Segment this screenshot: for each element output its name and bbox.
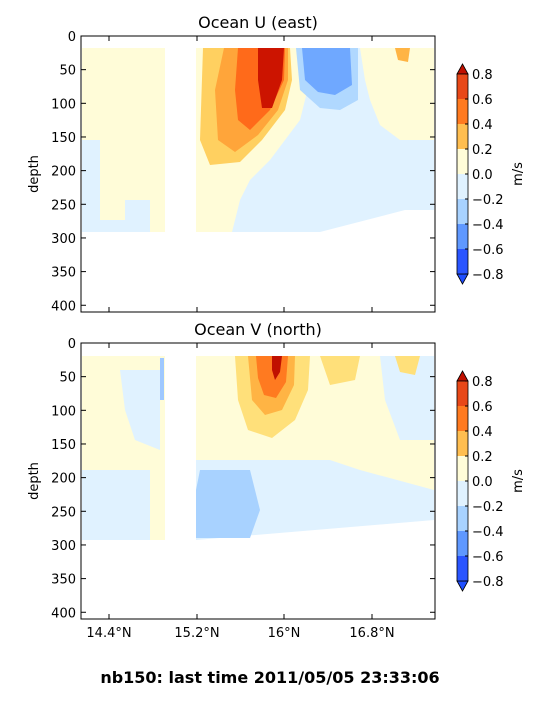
contour-level-pos-0.0-c — [360, 48, 434, 140]
contour-level-pos-0.0 — [82, 48, 165, 232]
y-tick-label: 250 — [51, 198, 76, 213]
y-axis: 0 50 100 150 200 250 300 350 400 — [51, 30, 435, 314]
y-tick-label: 100 — [51, 404, 76, 419]
colorbar-segment — [457, 506, 468, 531]
contour-level-neg-0.2 — [82, 370, 160, 540]
colorbar-segment — [457, 481, 468, 506]
colorbar-segment — [457, 149, 468, 174]
colorbar-tick-label: 0.0 — [472, 475, 493, 490]
y-tick-label: 200 — [51, 472, 76, 487]
colorbar-tick-label: 0.8 — [472, 375, 493, 390]
colorbar-segment — [457, 174, 468, 199]
colorbar-segment — [457, 74, 468, 99]
colorbar-extend-min — [456, 273, 469, 285]
y-tick-label: 100 — [51, 97, 76, 112]
colorbar-extend-max — [456, 370, 469, 382]
y-tick-label: 250 — [51, 505, 76, 520]
colorbar: 0.8 0.6 0.4 0.2 0.0 −0.2 −0.4 −0.6 −0.8 — [456, 370, 504, 592]
colorbar-tick-label: −0.2 — [472, 193, 504, 208]
colorbar-tick-label: −0.6 — [472, 243, 504, 258]
y-tick-label: 50 — [59, 64, 76, 79]
colorbar-tick-label: 0.6 — [472, 400, 493, 415]
y-tick-label: 0 — [68, 337, 76, 352]
plot-frame — [80, 342, 436, 620]
missing-data-gap — [166, 48, 196, 234]
colorbar-segment — [457, 531, 468, 556]
colorbar-tick-label: 0.2 — [472, 450, 493, 465]
colorbar-tick-label: −0.6 — [472, 550, 504, 565]
colorbar-segment — [457, 224, 468, 249]
contour-level-neg-0.2-c — [380, 356, 434, 440]
colorbar-label: m/s — [511, 469, 526, 493]
colorbar-tick-label: 0.4 — [472, 118, 493, 133]
contour-level-pos-0.4-b — [395, 48, 410, 62]
colorbar: 0.8 0.6 0.4 0.2 0.0 −0.2 −0.4 −0.6 −0.8 — [456, 63, 504, 285]
contour-level-pos-0.8 — [272, 356, 282, 380]
y-tick-label: 150 — [51, 438, 76, 453]
contour-field — [82, 356, 434, 542]
colorbar-tick-label: 0.4 — [472, 425, 493, 440]
colorbar-tick-label: −0.8 — [472, 268, 504, 283]
contour-field — [82, 48, 434, 234]
y-tick-label: 200 — [51, 165, 76, 180]
x-tick-label: 16.8°N — [349, 626, 394, 641]
colorbar-segment — [457, 99, 468, 124]
colorbar-label: m/s — [511, 162, 526, 186]
contour-level-neg-0.4 — [196, 470, 260, 538]
y-axis-label: depth — [27, 462, 42, 500]
colorbar-segment — [457, 124, 468, 149]
y-axis-label: depth — [27, 155, 42, 193]
panel-ocean-u: Ocean U (east) 050100150200250300350400 … — [27, 13, 526, 314]
x-tick-label: 14.4°N — [86, 626, 131, 641]
contour-level-pos-0.8 — [258, 48, 284, 108]
y-tick-label: 350 — [51, 266, 76, 281]
y-tick-label: 400 — [51, 299, 76, 314]
colorbar-segment — [457, 199, 468, 224]
plot-frame — [80, 35, 436, 313]
colorbar-segment — [457, 249, 468, 274]
panel-ocean-v: Ocean V (north) 0 50 100 150 200 250 300 350 400… — [27, 320, 526, 641]
missing-data-gap — [166, 356, 196, 542]
y-tick-label: 0 — [68, 30, 76, 45]
colorbar-tick-label: −0.2 — [472, 500, 504, 515]
colorbar-extend-min — [456, 580, 469, 592]
colorbar-tick-label: 0.0 — [472, 168, 493, 183]
panel-title: Ocean V (north) — [194, 320, 322, 339]
x-tick-label: 16°N — [268, 626, 301, 641]
x-tick-label: 15.2°N — [174, 626, 219, 641]
colorbar-segment — [457, 556, 468, 581]
colorbar-segment — [457, 456, 468, 481]
colorbar-tick-label: −0.8 — [472, 575, 504, 590]
colorbar-tick-label: 0.2 — [472, 143, 493, 158]
x-axis: 14.4°N 15.2°N 16°N 16.8°N — [86, 343, 395, 641]
y-tick-label: 150 — [51, 131, 76, 146]
figure-suptitle: nb150: last time 2011/05/05 23:33:06 — [100, 668, 439, 687]
colorbar-tick-label: 0.6 — [472, 93, 493, 108]
y-tick-label: 350 — [51, 573, 76, 588]
colorbar-segment — [457, 431, 468, 456]
panel-title: Ocean U (east) — [198, 13, 318, 32]
colorbar-extend-max — [456, 63, 469, 75]
colorbar-tick-label: 0.8 — [472, 68, 493, 83]
colorbar-tick-label: −0.4 — [472, 218, 504, 233]
y-tick-label: 400 — [51, 606, 76, 621]
y-axis: 0 50 100 150 200 250 300 350 400 — [51, 337, 435, 621]
y-tick-label: 300 — [51, 539, 76, 554]
colorbar-tick-label: −0.4 — [472, 525, 504, 540]
colorbar-segment — [457, 406, 468, 431]
contour-level-neg-0.4 — [302, 48, 352, 95]
colorbar-segment — [457, 381, 468, 406]
contour-level-neg-0.4-b — [160, 358, 164, 400]
y-tick-label: 50 — [59, 371, 76, 386]
y-tick-label: 300 — [51, 232, 76, 247]
